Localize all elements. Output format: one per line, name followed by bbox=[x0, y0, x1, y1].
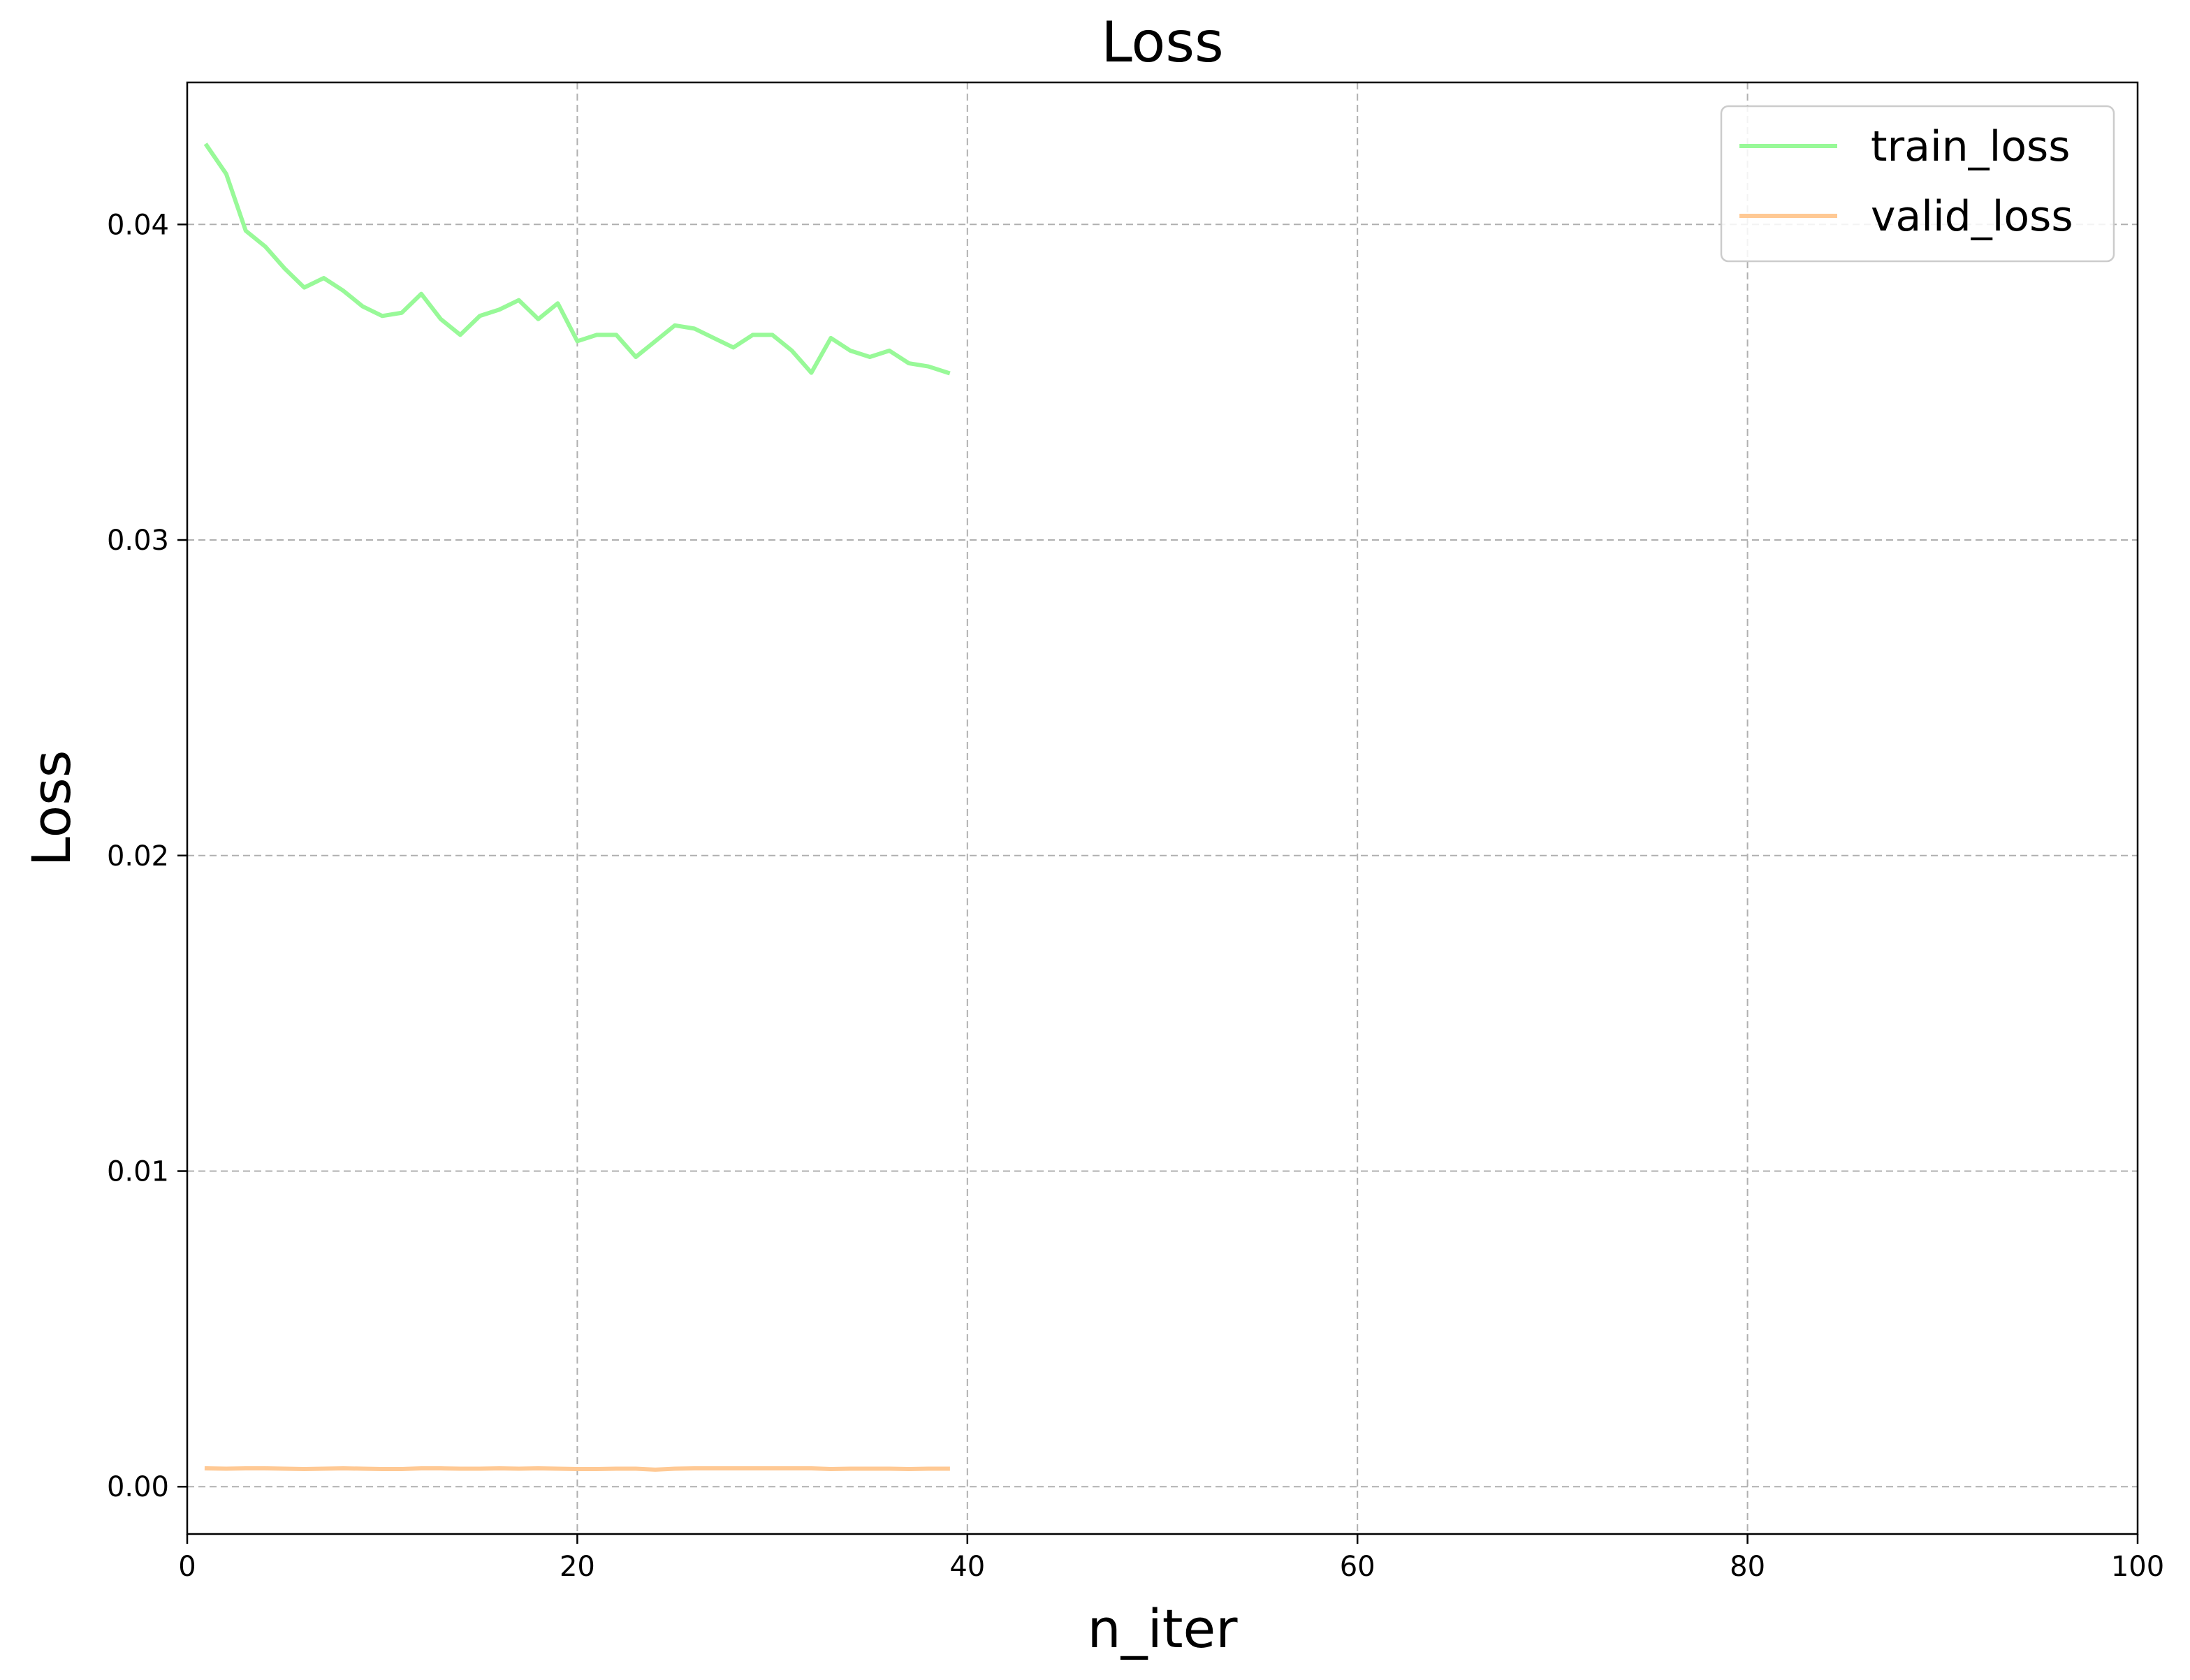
y-tick-label-0-02: 0.02 bbox=[107, 840, 169, 872]
x-tick-label-40: 40 bbox=[949, 1551, 985, 1583]
grid-lines bbox=[187, 82, 2138, 1534]
legend-label-train-loss: train_loss bbox=[1871, 122, 2071, 171]
y-tick-label-0-00: 0.00 bbox=[107, 1471, 169, 1503]
x-tick-label-60: 60 bbox=[1340, 1551, 1375, 1583]
legend-label-valid-loss: valid_loss bbox=[1871, 192, 2073, 241]
legend: train_loss valid_loss bbox=[1720, 105, 2115, 263]
y-axis-title: Loss bbox=[20, 750, 82, 867]
axis-ticks: 0 20 40 60 80 100 0.00 0.01 0.02 0.03 0.04 bbox=[107, 209, 2164, 1583]
plot-area-frame bbox=[186, 81, 2139, 1535]
series-layer bbox=[203, 143, 951, 1472]
x-tick-label-100: 100 bbox=[2111, 1551, 2164, 1583]
y-tick-label-0-01: 0.01 bbox=[107, 1156, 169, 1188]
series-line-valid-loss bbox=[204, 1466, 950, 1472]
x-tick-label-80: 80 bbox=[1730, 1551, 1765, 1583]
y-tick-label-0-03: 0.03 bbox=[107, 525, 169, 557]
chart-title: Loss bbox=[1101, 10, 1223, 75]
x-tick-label-0: 0 bbox=[178, 1551, 196, 1583]
series-line-train-loss bbox=[203, 143, 951, 376]
x-axis-title: n_iter bbox=[1087, 1598, 1238, 1660]
y-tick-label-0-04: 0.04 bbox=[107, 209, 169, 241]
x-tick-label-20: 20 bbox=[560, 1551, 595, 1583]
